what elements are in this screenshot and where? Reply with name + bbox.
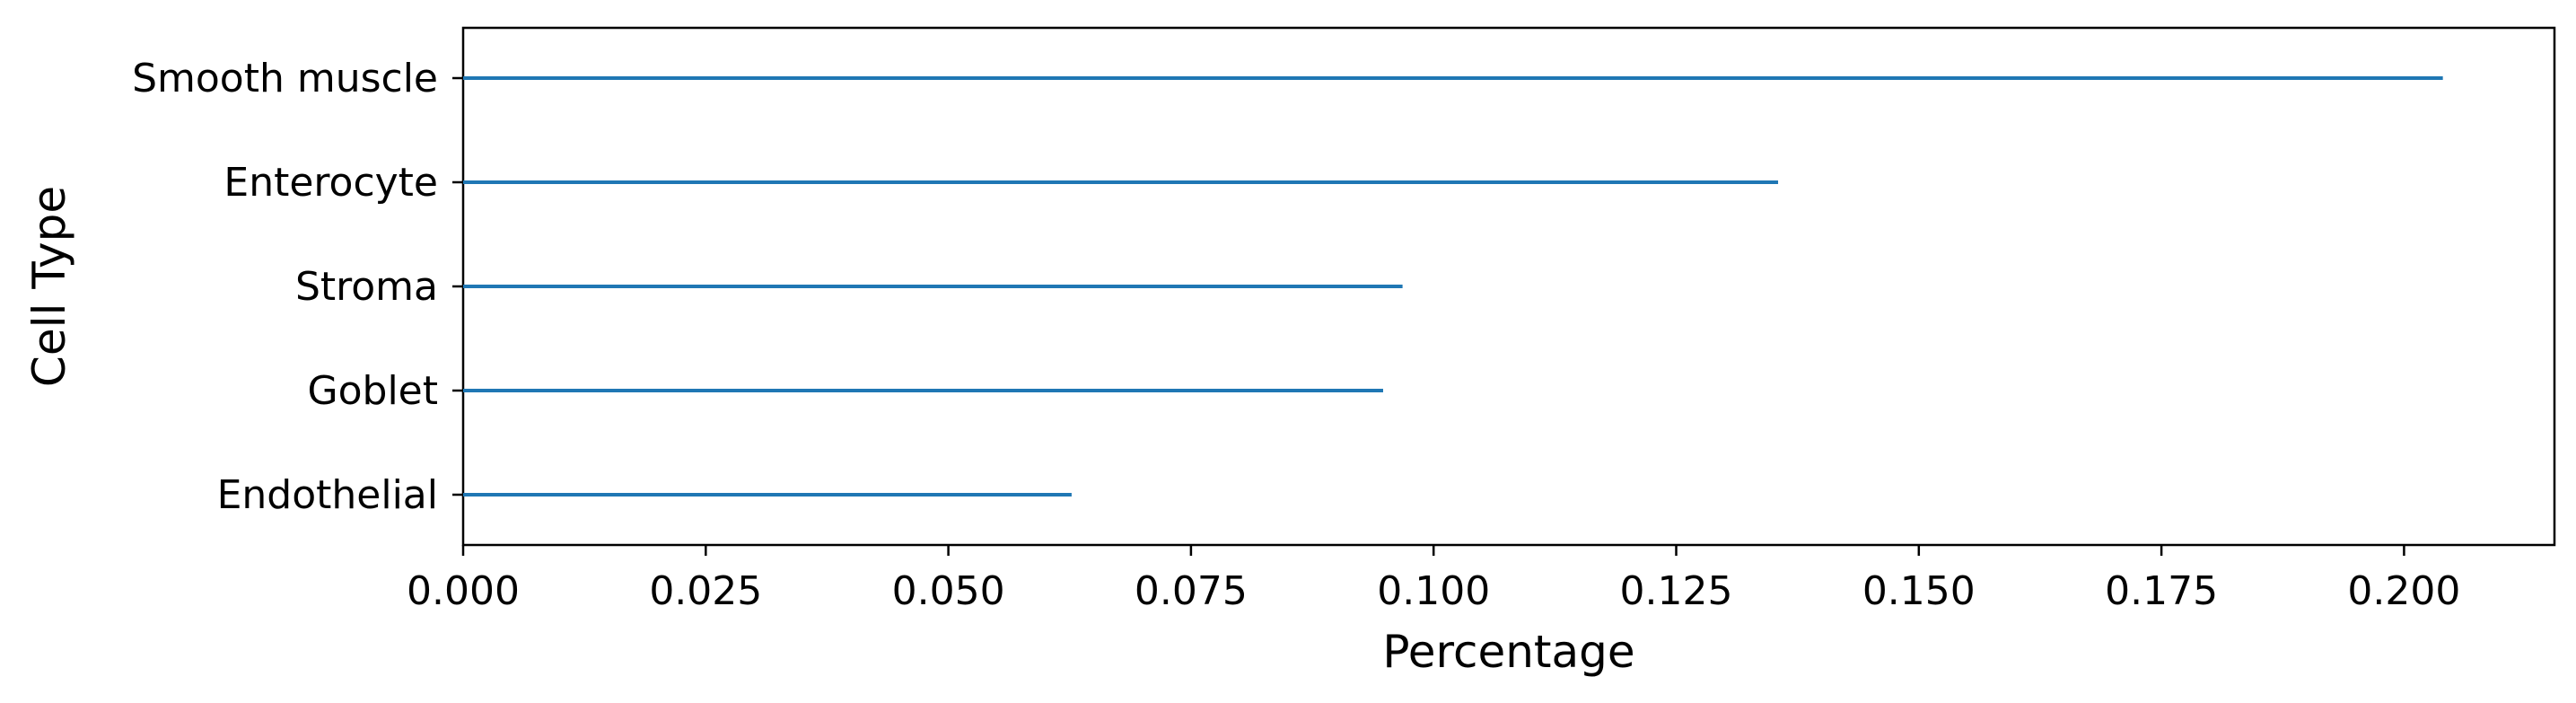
x-tick-label: 0.125 xyxy=(1620,568,1733,614)
x-axis-label: Percentage xyxy=(1382,626,1634,678)
y-tick-label: Endothelial xyxy=(217,472,438,518)
x-tick-label: 0.000 xyxy=(407,568,520,614)
y-tick-label: Goblet xyxy=(308,368,439,414)
y-tick-label: Smooth muscle xyxy=(132,56,438,101)
x-tick-label: 0.075 xyxy=(1135,568,1248,614)
y-ticks-group: Smooth muscle Enterocyte Stroma Goblet Endot… xyxy=(132,56,463,518)
y-axis-label: Cell Type xyxy=(23,186,75,387)
x-ticks-group: 0.000 0.025 0.050 0.075 0.100 0.125 0.150 0.175… xyxy=(407,545,2460,614)
x-tick-label: 0.175 xyxy=(2105,568,2218,614)
x-tick-label: 0.050 xyxy=(892,568,1005,614)
y-tick-label: Enterocyte xyxy=(223,160,438,206)
x-tick-label: 0.150 xyxy=(1862,568,1976,614)
y-tick-label: Stroma xyxy=(295,264,438,310)
bars-group xyxy=(463,76,2443,496)
x-tick-label: 0.100 xyxy=(1377,568,1490,614)
x-tick-label: 0.200 xyxy=(2347,568,2460,614)
x-tick-label: 0.025 xyxy=(649,568,762,614)
